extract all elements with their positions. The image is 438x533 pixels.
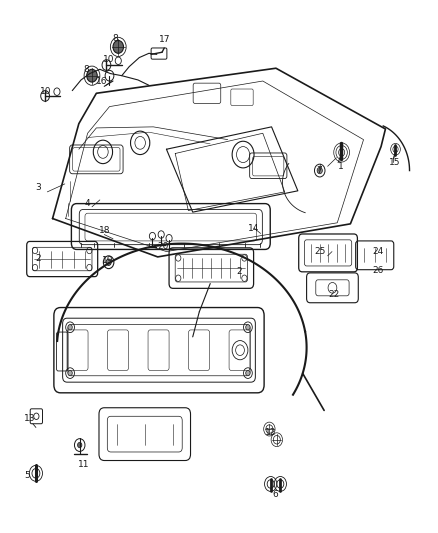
Text: 19: 19 (102, 256, 113, 264)
Text: 14: 14 (247, 224, 259, 232)
Circle shape (149, 232, 155, 240)
Text: 3: 3 (35, 183, 42, 192)
Circle shape (246, 325, 250, 330)
Circle shape (246, 370, 250, 376)
Text: 6: 6 (272, 490, 278, 499)
Text: 10: 10 (103, 55, 114, 64)
Text: 13: 13 (24, 414, 35, 423)
Text: 7: 7 (316, 166, 322, 175)
Circle shape (106, 259, 111, 265)
Text: 25: 25 (314, 247, 325, 256)
Text: 8: 8 (84, 65, 90, 74)
Text: 12: 12 (265, 429, 276, 437)
Circle shape (158, 231, 164, 238)
Text: 17: 17 (159, 36, 170, 44)
Circle shape (68, 370, 72, 376)
Text: 18: 18 (99, 226, 110, 235)
Circle shape (68, 325, 72, 330)
Text: 2: 2 (236, 268, 241, 276)
Text: 5: 5 (24, 471, 30, 480)
Text: 22: 22 (328, 290, 339, 298)
Circle shape (166, 235, 172, 242)
Circle shape (78, 442, 82, 448)
Text: 15: 15 (389, 158, 401, 167)
Text: 20: 20 (157, 242, 169, 251)
Text: 2: 2 (36, 254, 41, 263)
Text: 1: 1 (338, 162, 344, 171)
Circle shape (113, 41, 124, 53)
Text: 26: 26 (372, 266, 383, 275)
Text: 11: 11 (78, 461, 90, 469)
Text: 24: 24 (372, 247, 383, 256)
Text: 10: 10 (40, 87, 52, 96)
Text: 16: 16 (96, 77, 107, 85)
Circle shape (87, 69, 97, 82)
Circle shape (317, 167, 322, 174)
Text: 8: 8 (112, 34, 118, 43)
Text: 4: 4 (85, 199, 90, 208)
